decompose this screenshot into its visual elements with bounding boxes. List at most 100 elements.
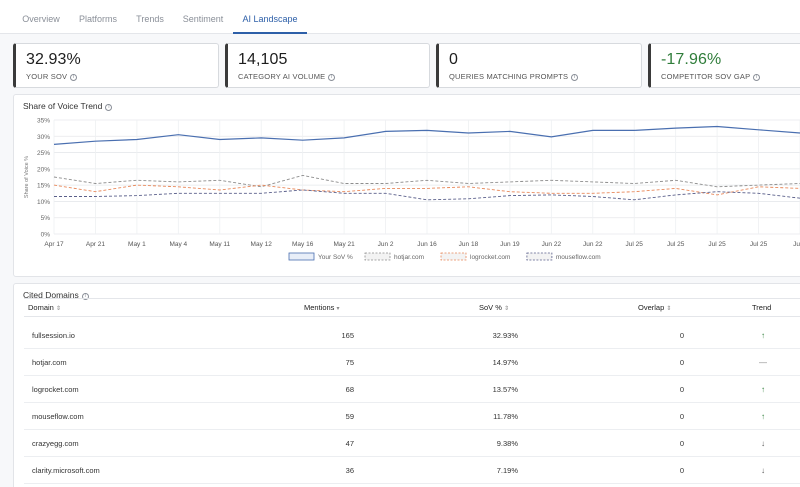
panel-title: Share of Voice Trend i xyxy=(23,101,113,111)
col-domain[interactable]: Domain ⇕ xyxy=(28,303,61,312)
legend-swatch xyxy=(526,252,553,261)
trend-icon: ↓ xyxy=(761,439,765,448)
legend-swatch xyxy=(288,252,315,261)
sov-trend-panel: Share of Voice Trend i 0% 5% 10% 15% 20% 25% 30… xyxy=(13,94,800,277)
y-tick-label: 5% xyxy=(41,215,51,222)
cited-domains-panel: Cited Domains i Domain ⇕ Mentions ▾ SoV % ⇕ … xyxy=(13,283,800,487)
domain-cell[interactable]: hotjar.com xyxy=(32,358,67,367)
tab-overview[interactable]: Overview xyxy=(22,14,60,24)
kpi-value: 0 xyxy=(449,51,458,68)
legend-label: hotjar.com xyxy=(394,254,424,261)
info-icon[interactable]: i xyxy=(571,74,579,81)
kpi-label: QUERIES MATCHING PROMPTS i xyxy=(449,72,579,81)
x-tick-label: Jun 19 xyxy=(500,241,520,248)
sov-cell: 14.97% xyxy=(492,358,518,367)
x-tick-label: Jul 25 xyxy=(708,241,726,248)
info-icon[interactable]: i xyxy=(753,74,761,81)
tab-bar: Overview Platforms Trends Sentiment AI L… xyxy=(0,0,800,34)
x-tick-label: Apr 17 xyxy=(44,241,64,248)
kpi-label: YOUR SOV i xyxy=(26,72,78,81)
kpi-value: -17.96% xyxy=(661,51,722,68)
kpi-value: 32.93% xyxy=(26,51,81,68)
tab-platforms[interactable]: Platforms xyxy=(78,14,117,24)
sort-icon: ⇕ xyxy=(666,306,672,312)
sov-cell: 9.38% xyxy=(496,439,518,448)
domain-cell[interactable]: logrocket.com xyxy=(32,385,79,394)
overlap-cell: 0 xyxy=(679,439,684,448)
y-tick-label: 20% xyxy=(37,166,50,173)
tab-sentiment[interactable]: Sentiment xyxy=(182,14,224,24)
overlap-cell: 0 xyxy=(679,358,684,367)
kpi-label: COMPETITOR SOV GAP i xyxy=(661,72,761,81)
sov-cell: 13.57% xyxy=(492,385,518,394)
y-axis-label: Share of Voice % xyxy=(24,156,30,198)
y-tick-label: 0% xyxy=(41,232,51,239)
col-mentions[interactable]: Mentions ▾ xyxy=(304,303,340,312)
x-tick-label: Jun 2 xyxy=(378,241,394,248)
x-tick-label: Jul 25 xyxy=(626,241,644,248)
x-tick-label: May 4 xyxy=(169,241,187,248)
table-row[interactable]: fullsession.io 165 32.93% 0 ↑ xyxy=(24,322,800,349)
y-tick-label: 15% xyxy=(37,183,50,190)
x-tick-label: Jul 2 xyxy=(793,241,800,248)
info-icon[interactable]: i xyxy=(70,74,78,81)
x-tick-label: Jun 18 xyxy=(459,241,479,248)
x-tick-label: Jun 16 xyxy=(417,241,437,248)
overlap-cell: 0 xyxy=(679,466,684,475)
legend-label: logrocket.com xyxy=(470,254,510,261)
domain-cell[interactable]: clarity.microsoft.com xyxy=(32,466,100,475)
col-trend: Trend xyxy=(752,303,772,312)
series-line-2 xyxy=(53,184,800,196)
x-tick-label: May 12 xyxy=(251,241,273,248)
info-icon[interactable]: i xyxy=(328,74,336,81)
mentions-cell: 165 xyxy=(341,331,354,340)
trend-icon: ↑ xyxy=(761,412,765,421)
legend-swatch xyxy=(364,252,391,261)
kpi-label: CATEGORY AI VOLUME i xyxy=(238,72,336,81)
trend-icon: ↑ xyxy=(761,385,765,394)
table-row[interactable]: clarity.microsoft.com 36 7.19% 0 ↓ xyxy=(24,457,800,484)
table-row[interactable]: logrocket.com 68 13.57% 0 ↑ xyxy=(24,376,800,403)
sov-cell: 11.78% xyxy=(493,412,518,421)
x-tick-label: Jul 25 xyxy=(750,241,768,248)
panel-title: Cited Domains i xyxy=(23,290,89,300)
col-sov[interactable]: SoV % ⇕ xyxy=(479,303,509,312)
x-tick-label: Jun 22 xyxy=(583,241,603,248)
table-row[interactable]: mouseflow.com 59 11.78% 0 ↑ xyxy=(24,403,800,430)
table-row[interactable]: crazyegg.com 47 9.38% 0 ↓ xyxy=(24,430,800,457)
trend-icon: ↑ xyxy=(761,331,765,340)
kpi-queries-matching: 0 QUERIES MATCHING PROMPTS i xyxy=(436,43,642,88)
mentions-cell: 59 xyxy=(345,412,354,421)
sov-line-chart: 0% 5% 10% 15% 20% 25% 30% 35% Apr 17 Apr 21 May 1 M… xyxy=(24,118,800,261)
trend-icon: — xyxy=(759,358,767,367)
mentions-cell: 47 xyxy=(345,439,354,448)
tab-ai-landscape[interactable]: AI Landscape xyxy=(233,0,307,34)
table-row[interactable]: hotjar.com 75 14.97% 0 — xyxy=(24,349,800,376)
sort-desc-icon: ▾ xyxy=(336,306,340,312)
x-tick-label: Jun 22 xyxy=(542,241,562,248)
kpi-your-sov: 32.93% YOUR SOV i xyxy=(13,43,219,88)
series-line-0 xyxy=(53,125,800,145)
mentions-cell: 68 xyxy=(345,385,354,394)
col-overlap[interactable]: Overlap ⇕ xyxy=(638,303,672,312)
sort-icon: ⇕ xyxy=(503,306,509,312)
domain-cell[interactable]: mouseflow.com xyxy=(32,412,84,421)
domain-cell[interactable]: fullsession.io xyxy=(32,331,75,340)
y-tick-label: 30% xyxy=(37,134,50,141)
sort-icon: ⇕ xyxy=(55,306,61,312)
mentions-cell: 75 xyxy=(345,358,354,367)
y-tick-label: 10% xyxy=(37,199,50,206)
mentions-cell: 36 xyxy=(345,466,354,475)
overlap-cell: 0 xyxy=(679,412,684,421)
kpi-category-ai-volume: 14,105 CATEGORY AI VOLUME i xyxy=(225,43,430,88)
kpi-competitor-gap: -17.96% COMPETITOR SOV GAP i xyxy=(648,43,800,88)
tab-trends[interactable]: Trends xyxy=(136,14,164,24)
domain-cell[interactable]: crazyegg.com xyxy=(32,439,79,448)
info-icon[interactable]: i xyxy=(105,104,113,111)
x-tick-label: May 16 xyxy=(292,241,314,248)
x-tick-label: May 11 xyxy=(209,241,230,248)
series-line-1 xyxy=(53,174,800,188)
legend-label: mouseflow.com xyxy=(556,254,601,261)
kpi-value: 14,105 xyxy=(238,51,288,68)
info-icon[interactable]: i xyxy=(81,293,89,300)
